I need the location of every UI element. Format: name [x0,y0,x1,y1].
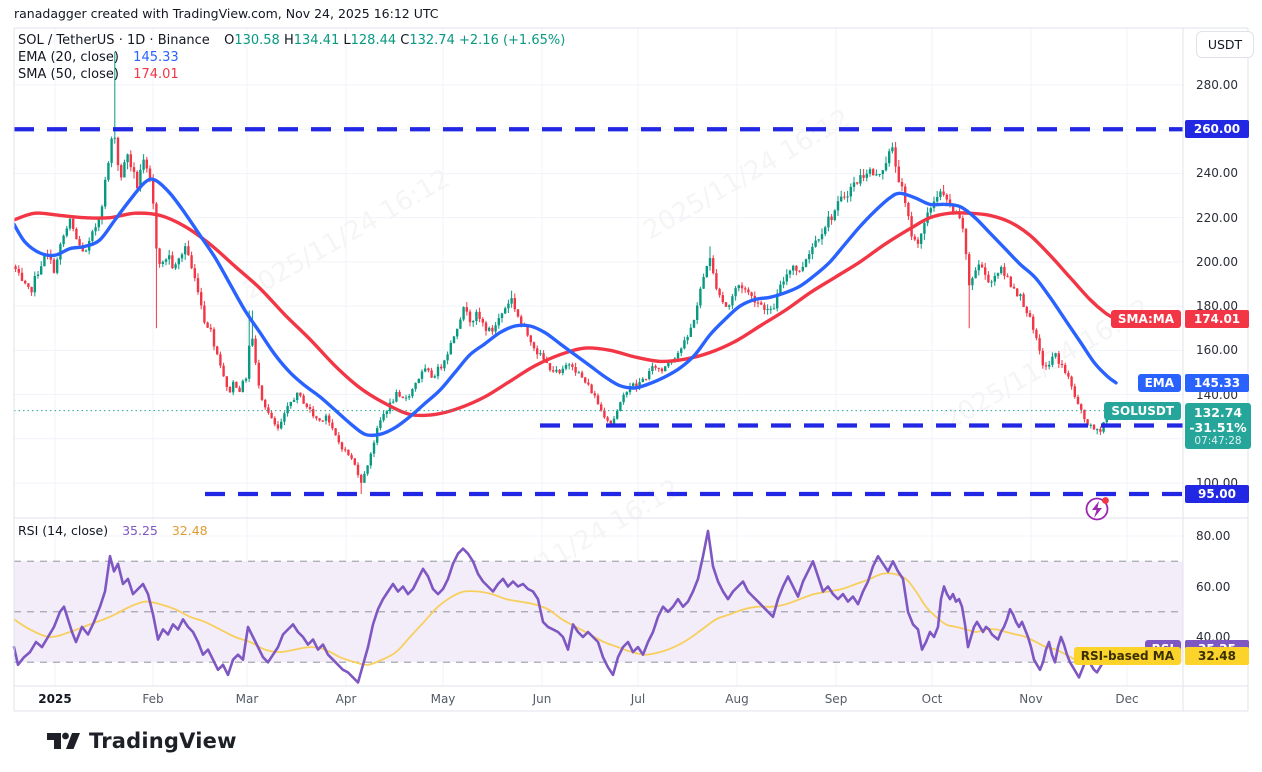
high-label: H [283,33,294,48]
rsi-tick-label: 80.00 [1196,529,1231,543]
sma-value: 174.01 [133,67,179,82]
change-value: +2.16 (+1.65%) [459,33,566,48]
rsi-value: 35.25 [122,523,158,538]
low-value: 128.44 [350,33,397,48]
ema-label: EMA (20, close) [18,50,119,65]
symbol-legend: SOL / TetherUS · 1D · Binance O130.58 H1… [18,33,565,84]
ema-price-badge: 145.33 [1185,373,1249,392]
time-axis-month-label: Jun [532,692,552,706]
currency-scale-button[interactable]: USDT [1196,31,1254,58]
legend-symbol-row[interactable]: SOL / TetherUS · 1D · Binance O130.58 H1… [18,33,565,49]
separator-dot: · [149,33,154,48]
rsi-ma-value-badge: 32.48 [1185,646,1249,665]
close-value: 132.74 [409,33,455,48]
last-price: 132.74 [1193,404,1243,420]
time-axis-month-label: Oct [921,692,943,706]
svg-text:2025/11/24 16:12: 2025/11/24 16:12 [639,104,856,247]
open-label: O [224,33,235,48]
tradingview-logo-mark [47,732,80,749]
price-tick-label: 200.00 [1196,254,1238,269]
high-value: 134.41 [293,33,340,48]
low-label: L [343,33,351,48]
sma-label: SMA (50, close) [18,67,119,82]
separator-dot: · [118,33,123,48]
bar-countdown: 07:47:28 [1194,434,1242,447]
legend-ema-row[interactable]: EMA (20, close) 145.33 [18,50,565,66]
alert-lightning-icon[interactable] [1085,497,1109,521]
level-price-badge: 260.00 [1185,120,1249,139]
sma-name-tag: SMA:MA [1110,310,1181,329]
symbol-title: SOL / TetherUS [18,33,115,48]
time-axis-month-label: Jul [630,692,646,706]
rsi-legend-row[interactable]: RSI (14, close) 35.25 32.48 [18,523,208,538]
interval-label: 1D [126,33,146,48]
change-from-high: -31.51% [1189,419,1247,435]
rsi-ma-value: 32.48 [171,523,208,538]
time-axis-month-label: Mar [235,692,259,706]
tradingview-logo-text: TradingView [89,729,237,753]
tradingview-logo[interactable]: TradingView [46,728,237,754]
symbol-name-tag: SOLUSDT [1104,401,1181,420]
legend-sma-row[interactable]: SMA (50, close) 174.01 [18,67,565,83]
attribution-text: ranadagger created with TradingView.com,… [14,6,439,21]
time-axis-month-label: Dec [1115,692,1139,706]
time-axis-month-label: Apr [335,692,357,706]
open-value: 130.58 [234,33,280,48]
rsi-tick-label: 60.00 [1196,579,1231,594]
ema-name-tag: EMA [1137,373,1181,392]
price-tick-label: 280.00 [1196,78,1238,92]
level-price-badge: 95.00 [1185,485,1249,504]
time-axis-month-label: Feb [142,692,164,706]
sma-price-badge: 174.01 [1185,310,1249,329]
rsi-ma-name-tag: RSI-based MA [1073,646,1181,665]
price-tick-label: 240.00 [1196,166,1238,181]
time-axis-month-label: Aug [725,692,749,706]
symbol-price-badge: 132.74 -31.51% 07:47:28 [1185,402,1251,449]
price-tick-label: 220.00 [1196,210,1238,225]
price-tick-label: 180.00 [1196,299,1238,314]
exchange-label: Binance [157,33,210,48]
time-axis-month-label: Nov [1019,692,1043,706]
time-axis-month-label: Sep [824,692,848,706]
price-tick-label: 160.00 [1196,343,1238,358]
time-axis-month-label: May [430,692,456,706]
close-label: C [400,33,410,48]
rsi-label: RSI (14, close) [18,523,109,538]
time-axis-month-label: 2025 [38,692,72,706]
svg-text:2025/11/24 16:12: 2025/11/24 16:12 [239,164,456,307]
ema-value: 145.33 [133,50,179,65]
